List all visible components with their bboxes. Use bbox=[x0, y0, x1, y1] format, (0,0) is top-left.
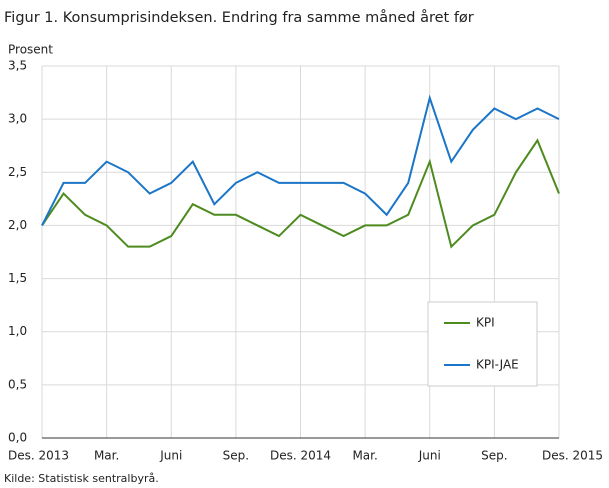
y-tick-label: 1,5 bbox=[8, 271, 27, 285]
y-tick-label: 1,0 bbox=[8, 324, 27, 338]
legend-box bbox=[427, 301, 538, 387]
chart-title: Figur 1. Konsumprisindeksen. Endring fra… bbox=[4, 9, 474, 26]
x-tick-label: Des. 2015 bbox=[542, 449, 603, 463]
x-tick-label: Sep. bbox=[223, 449, 249, 463]
x-tick-label: Juni bbox=[159, 449, 182, 463]
y-tick-label: 3,5 bbox=[8, 59, 27, 73]
y-tick-label: 0,0 bbox=[8, 431, 27, 445]
y-axis-label: Prosent bbox=[8, 43, 53, 57]
legend-label: KPI bbox=[476, 316, 495, 330]
x-tick-label: Des. 2013 bbox=[8, 449, 69, 463]
x-tick-label: Mar. bbox=[94, 449, 119, 463]
line-series bbox=[41, 94, 560, 226]
x-tick-label: Mar. bbox=[352, 449, 377, 463]
y-tick-label: 0,5 bbox=[8, 377, 27, 391]
y-tick-label: 3,0 bbox=[8, 112, 27, 126]
legend-label: KPI-JAE bbox=[476, 358, 519, 372]
x-tick-label: Juni bbox=[418, 449, 441, 463]
x-tick-label: Des. 2014 bbox=[270, 449, 331, 463]
line-series bbox=[41, 138, 560, 249]
y-tick-label: 2,0 bbox=[8, 218, 27, 232]
x-tick-label: Sep. bbox=[481, 449, 507, 463]
source: Kilde: Statistisk sentralbyrå. bbox=[4, 472, 159, 485]
y-tick-label: 2,5 bbox=[8, 165, 27, 179]
